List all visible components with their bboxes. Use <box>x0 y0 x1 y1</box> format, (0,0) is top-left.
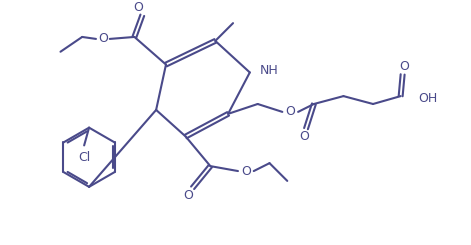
Text: O: O <box>400 60 410 73</box>
Text: O: O <box>241 165 251 178</box>
Text: O: O <box>299 130 309 143</box>
Text: O: O <box>184 189 194 202</box>
Text: NH: NH <box>260 64 278 77</box>
Text: O: O <box>285 105 295 118</box>
Text: O: O <box>133 1 143 14</box>
Text: OH: OH <box>418 92 438 105</box>
Text: O: O <box>98 32 108 45</box>
Text: Cl: Cl <box>78 151 90 164</box>
